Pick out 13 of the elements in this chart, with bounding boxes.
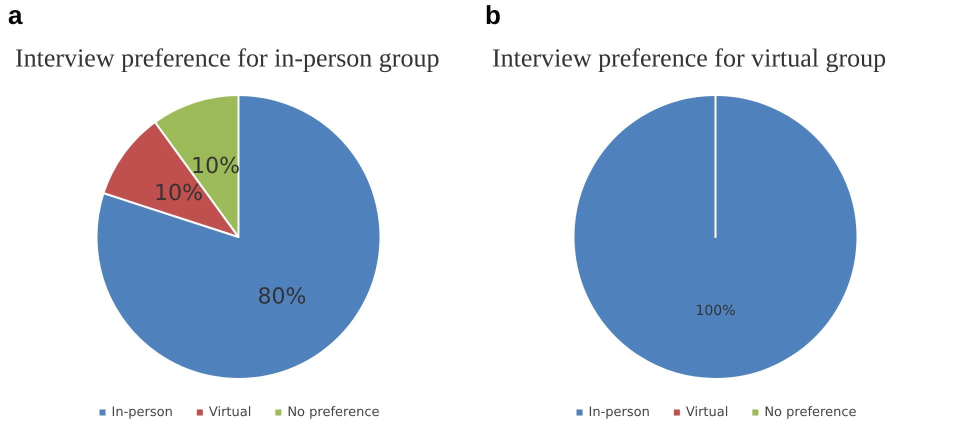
data-label: 80% bbox=[258, 284, 306, 310]
legend-label: In-person bbox=[588, 405, 650, 420]
data-label: 10% bbox=[154, 181, 204, 206]
data-label: 100% bbox=[695, 303, 736, 319]
text: a bbox=[8, 0, 23, 30]
legend-label: Virtual bbox=[208, 405, 252, 420]
legend-label: No preference bbox=[287, 405, 380, 420]
chart-title: Interview preference for virtual group bbox=[492, 44, 886, 72]
legend-label: No preference bbox=[764, 405, 856, 420]
legend-label: Virtual bbox=[686, 405, 728, 420]
chart-title: Interview preference for in-person group bbox=[15, 44, 440, 72]
legend-label: In-person bbox=[112, 405, 173, 420]
text: b bbox=[485, 0, 501, 30]
